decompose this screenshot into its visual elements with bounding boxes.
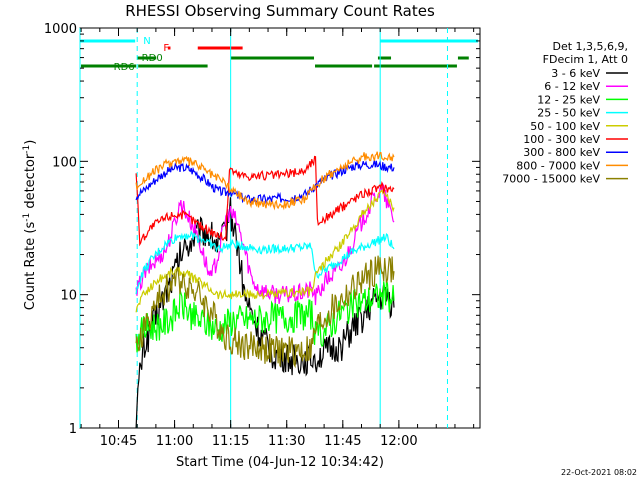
x-tick-label: 11:45 bbox=[324, 434, 361, 449]
x-tick-label: 11:15 bbox=[212, 434, 249, 449]
y-label-text: ) bbox=[23, 140, 38, 145]
y-label-text: Count Rate (s bbox=[23, 222, 38, 311]
annotation-label: RD6 bbox=[114, 62, 135, 73]
x-tick-label: 11:30 bbox=[268, 434, 305, 449]
legend-entry-label: 25 - 50 keV bbox=[537, 107, 600, 120]
y-tick-label: 100 bbox=[52, 155, 77, 170]
y-tick-label: 10 bbox=[60, 289, 77, 304]
x-tick-label: 10:45 bbox=[100, 434, 137, 449]
x-axis-label: Start Time (04-Jun-12 10:34:42) bbox=[176, 455, 384, 470]
y-axis-label: Count Rate (s-1 detector-1) bbox=[22, 140, 38, 311]
day-night-boundaries bbox=[79, 28, 448, 428]
annotation-label: F bbox=[163, 43, 169, 54]
series-line bbox=[135, 151, 395, 211]
legend-entry-label: 12 - 25 keV bbox=[537, 93, 600, 106]
legend-entry-label: 7000 - 15000 keV bbox=[502, 173, 600, 186]
legend-entry-label: 50 - 100 keV bbox=[530, 120, 600, 133]
legend-entry-label: 3 - 6 keV bbox=[551, 67, 600, 80]
legend-entry-label: 800 - 7000 keV bbox=[516, 159, 600, 172]
y-tick-label: 1 bbox=[69, 422, 77, 437]
legend-header: FDecim 1, Att 0 bbox=[543, 53, 628, 66]
annotation-label: N bbox=[143, 36, 150, 47]
x-tick-label: 12:00 bbox=[380, 434, 417, 449]
series-line bbox=[135, 255, 395, 369]
footer-date: 22-Oct-2021 08:02 bbox=[561, 468, 637, 477]
annotation-label: RD0 bbox=[142, 53, 163, 64]
legend-entry-label: 100 - 300 keV bbox=[523, 133, 600, 146]
series-line bbox=[135, 230, 395, 295]
series-line bbox=[135, 187, 395, 313]
series-lines bbox=[135, 151, 395, 429]
series-line bbox=[135, 159, 395, 204]
y-label-superscript: -1 bbox=[22, 145, 32, 154]
legend-entry-label: 300 - 800 keV bbox=[523, 146, 600, 159]
legend-header: Det 1,3,5,6,9, bbox=[552, 40, 628, 53]
axes: 10:45 11:00 11:15 11:30 11:45 12:00 1 10 100 1000 bbox=[44, 22, 480, 449]
y-tick-label: 1000 bbox=[44, 22, 77, 37]
legend-entry-label: 6 - 12 keV bbox=[544, 80, 600, 93]
series-line bbox=[135, 197, 395, 429]
series-line bbox=[135, 182, 395, 306]
y-label-text: detector bbox=[23, 153, 38, 213]
series-line bbox=[135, 155, 395, 247]
chart-title: RHESSI Observing Summary Count Rates bbox=[125, 2, 435, 20]
y-label-superscript: -1 bbox=[22, 213, 32, 222]
legend: Det 1,3,5,6,9,FDecim 1, Att 03 - 6 keV6 … bbox=[502, 40, 628, 186]
x-tick-label: 11:00 bbox=[156, 434, 193, 449]
